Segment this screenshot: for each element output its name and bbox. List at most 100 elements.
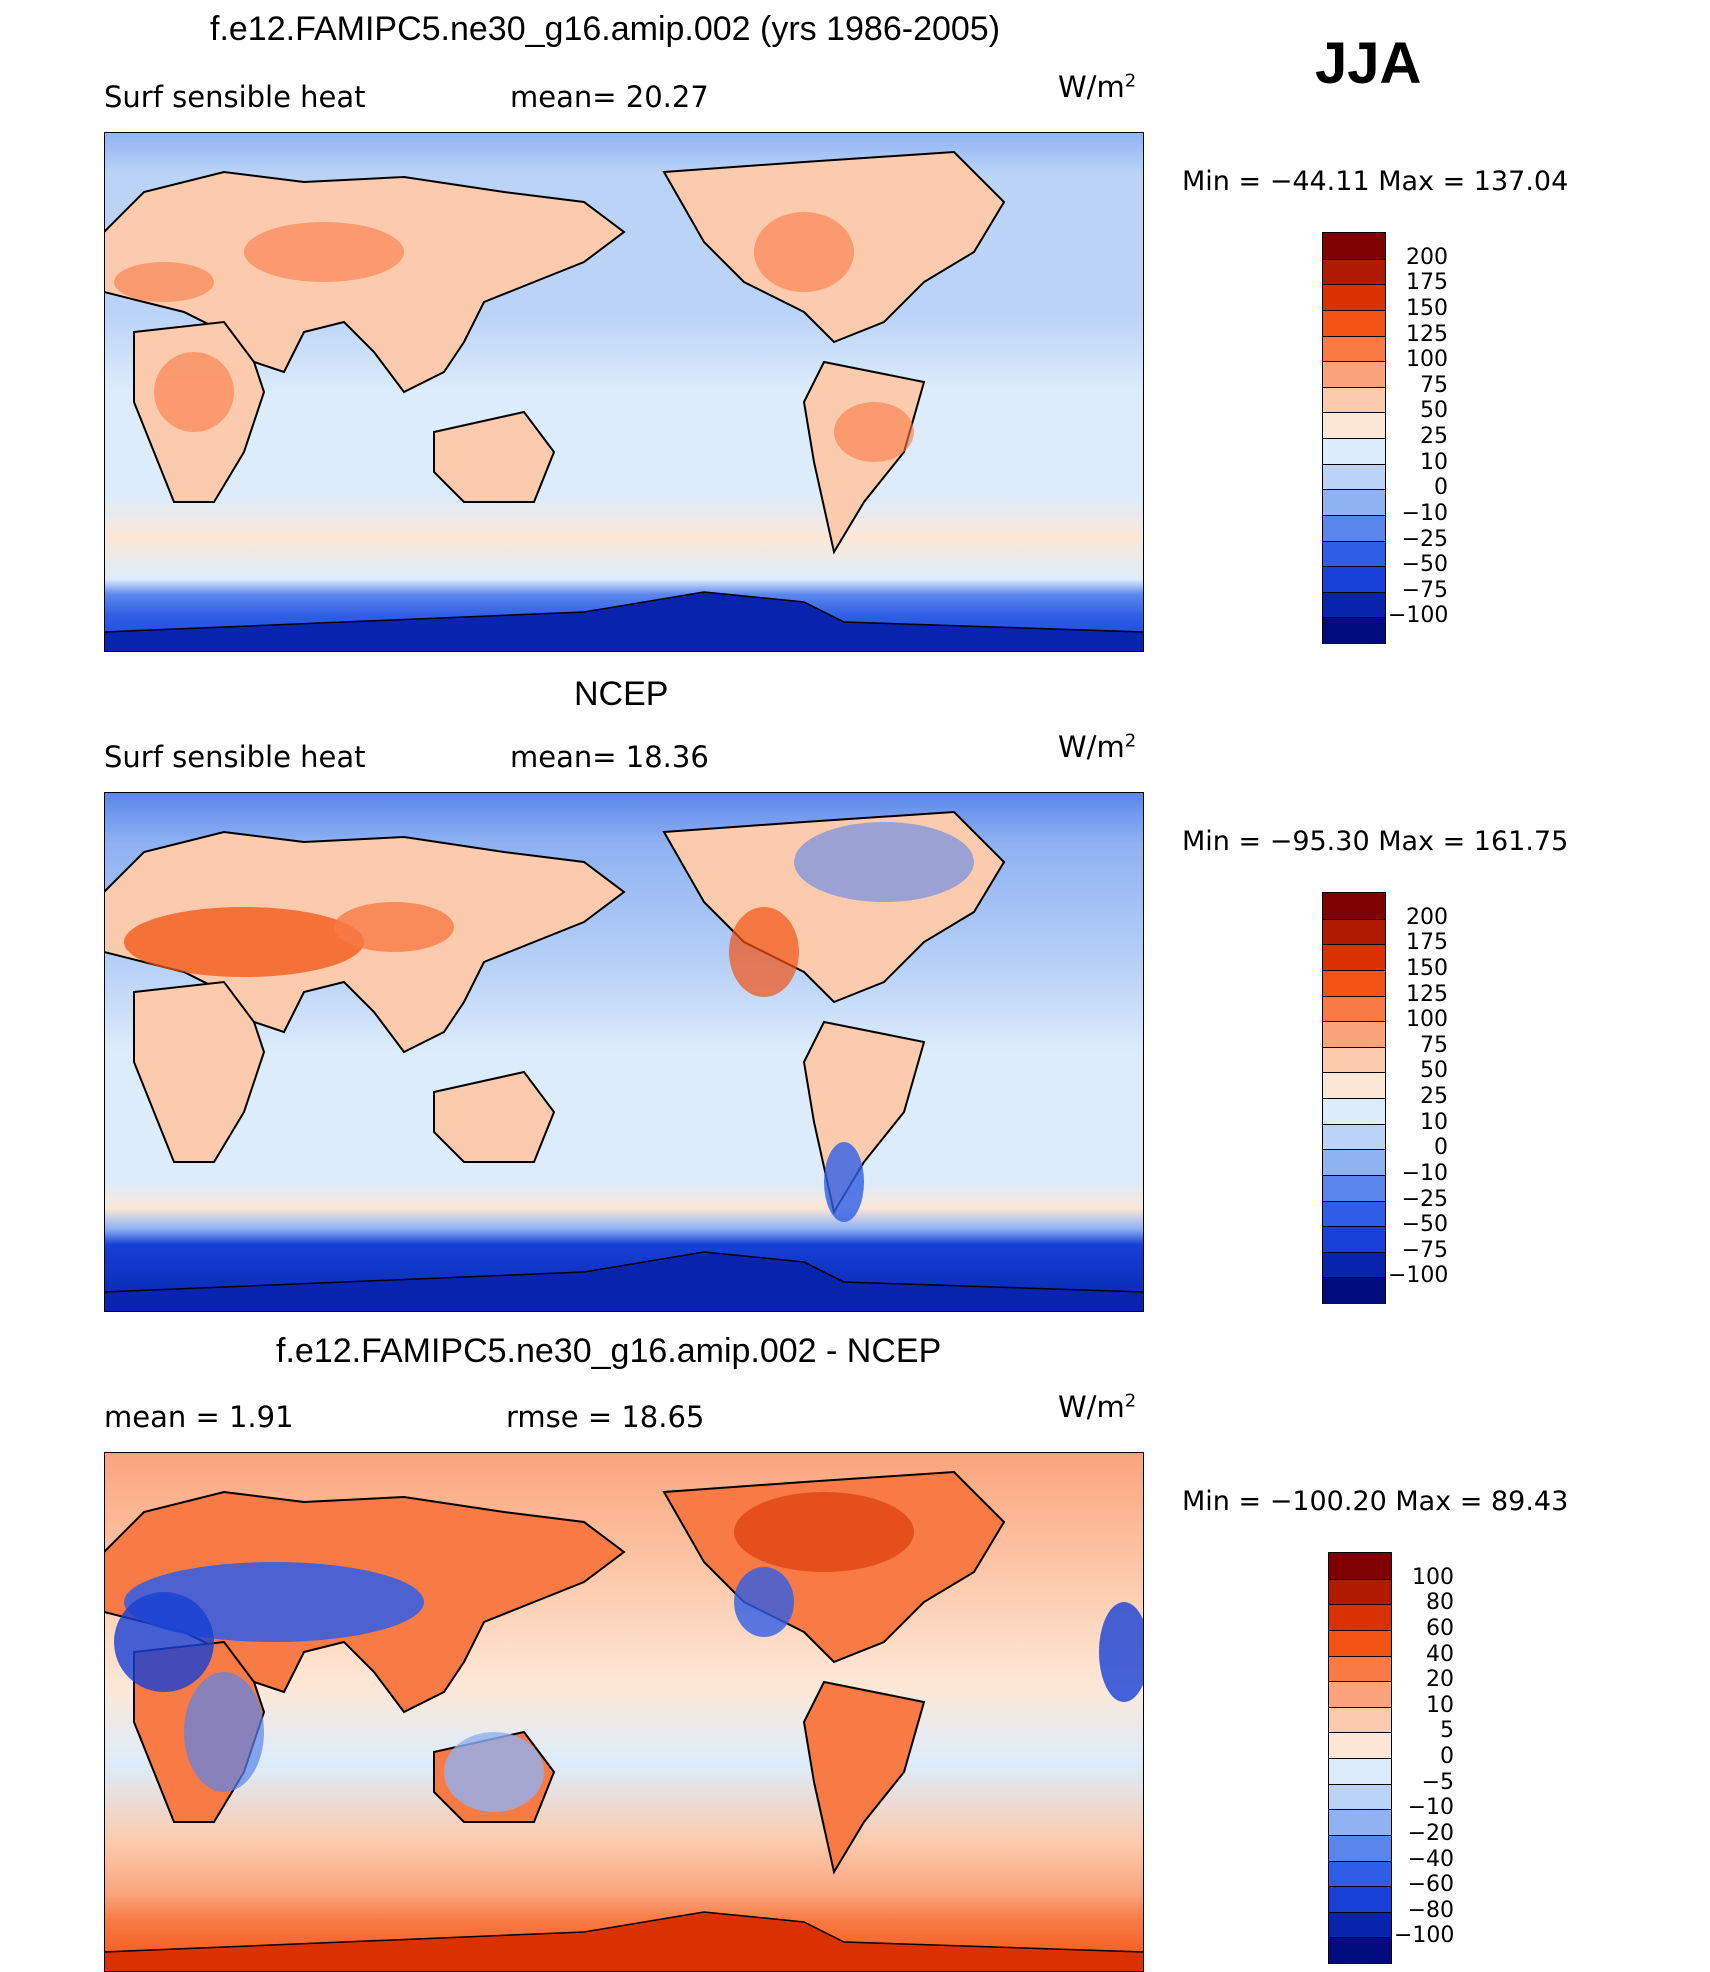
panel2-units-text: W/m <box>1058 730 1125 764</box>
colorbar-tick-label: 0 <box>1440 1744 1454 1769</box>
colorbar-swatch <box>1329 1706 1391 1733</box>
colorbar-tick-label: 50 <box>1420 398 1448 424</box>
colorbar-swatch <box>1329 1758 1391 1785</box>
colorbar-swatch <box>1323 591 1385 618</box>
colorbar-swatch <box>1329 1886 1391 1913</box>
colorbar-tick-label: 125 <box>1406 981 1448 1007</box>
colorbar-swatch <box>1323 1277 1385 1304</box>
panel1-title: f.e12.FAMIPC5.ne30_g16.amip.002 (yrs 198… <box>210 10 1001 48</box>
panel3-minmax: Min = −100.20 Max = 89.43 <box>1182 1486 1569 1517</box>
colorbar-tick-label: −100 <box>1394 1923 1455 1949</box>
panel1-units: W/m2 <box>1058 70 1136 104</box>
colorbar-swatch <box>1323 463 1385 490</box>
panel2-units: W/m2 <box>1058 730 1136 764</box>
colorbar-tick-label: −60 <box>1407 1872 1454 1898</box>
colorbar-swatch <box>1323 1251 1385 1278</box>
colorbar-tick-label: −100 <box>1388 603 1449 629</box>
colorbar-swatch <box>1323 438 1385 465</box>
panel2-map <box>104 792 1144 1312</box>
colorbar-tick-label: 0 <box>1434 1135 1448 1161</box>
panel1-mean-label: mean= 20.27 <box>510 80 709 114</box>
colorbar-tick-label: −10 <box>1401 500 1448 526</box>
panel2-minmax: Min = −95.30 Max = 161.75 <box>1182 826 1569 857</box>
colorbar-tick-label: −20 <box>1407 1820 1454 1846</box>
colorbar-swatch <box>1323 335 1385 362</box>
colorbar-tick-label: 50 <box>1420 1058 1448 1084</box>
panel3-units: W/m2 <box>1058 1390 1136 1424</box>
colorbar-swatch <box>1323 918 1385 945</box>
panel2-field-label: Surf sensible heat <box>104 740 366 774</box>
colorbar-tick-label: 40 <box>1426 1641 1454 1667</box>
panel3-colorbar <box>1328 1552 1392 1964</box>
colorbar-tick-label: 25 <box>1420 1084 1448 1109</box>
panel1-minmax: Min = −44.11 Max = 137.04 <box>1182 166 1569 197</box>
colorbar-tick-label: 10 <box>1420 1109 1448 1135</box>
colorbar-tick-label: 150 <box>1406 295 1448 321</box>
colorbar-swatch <box>1329 1937 1391 1964</box>
colorbar-tick-label: 100 <box>1412 1564 1454 1590</box>
colorbar-swatch <box>1323 489 1385 516</box>
panel3-south-america <box>802 1680 926 1875</box>
colorbar-tick-label: −5 <box>1421 1769 1454 1795</box>
colorbar-tick-label: 60 <box>1426 1615 1454 1641</box>
colorbar-tick-label: 10 <box>1420 449 1448 475</box>
colorbar-swatch <box>1323 258 1385 285</box>
panel3-rmse-label: rmse = 18.65 <box>506 1400 705 1434</box>
colorbar-swatch <box>1329 1629 1391 1656</box>
colorbar-tick-label: 0 <box>1434 475 1448 501</box>
colorbar-swatch <box>1323 540 1385 567</box>
colorbar-tick-label: 5 <box>1440 1718 1454 1744</box>
colorbar-swatch <box>1323 1123 1385 1150</box>
colorbar-tick-label: 75 <box>1420 1032 1448 1058</box>
panel2-australia <box>433 1070 556 1163</box>
panel1-australia <box>433 410 556 503</box>
panel2-antarctica <box>104 1251 1144 1312</box>
colorbar-tick-label: 175 <box>1406 270 1448 296</box>
colorbar-swatch <box>1323 514 1385 541</box>
colorbar-swatch <box>1323 1046 1385 1073</box>
panel1-map <box>104 132 1144 652</box>
colorbar-swatch <box>1323 361 1385 388</box>
panel2-anomaly-spots <box>124 822 974 1222</box>
colorbar-swatch <box>1323 995 1385 1022</box>
colorbar-swatch <box>1329 1809 1391 1836</box>
colorbar-swatch <box>1323 893 1385 920</box>
season-label: JJA <box>1315 31 1422 96</box>
colorbar-tick-label: −75 <box>1401 577 1448 603</box>
colorbar-swatch <box>1329 1783 1391 1810</box>
colorbar-tick-label: 200 <box>1406 904 1448 930</box>
colorbar-tick-label: −25 <box>1401 526 1448 552</box>
colorbar-tick-label: 25 <box>1420 424 1448 449</box>
colorbar-swatch <box>1323 1174 1385 1201</box>
colorbar-tick-label: −25 <box>1401 1186 1448 1212</box>
panel1-units-exp: 2 <box>1124 70 1137 92</box>
colorbar-tick-label: 100 <box>1406 347 1448 373</box>
colorbar-swatch <box>1329 1834 1391 1861</box>
colorbar-tick-label: 125 <box>1406 321 1448 347</box>
colorbar-tick-label: −50 <box>1401 1212 1448 1238</box>
colorbar-swatch <box>1323 412 1385 439</box>
panel1-field-label: Surf sensible heat <box>104 80 366 114</box>
panel2-mean-label: mean= 18.36 <box>510 740 709 774</box>
colorbar-tick-label: −80 <box>1407 1897 1454 1923</box>
colorbar-swatch <box>1329 1553 1391 1580</box>
colorbar-tick-label: −100 <box>1388 1263 1449 1289</box>
panel3-mean-label: mean = 1.91 <box>104 1400 294 1434</box>
colorbar-swatch <box>1323 617 1385 644</box>
colorbar-tick-label: 150 <box>1406 955 1448 981</box>
panel3-anomaly-spots <box>114 1492 1144 1812</box>
colorbar-tick-label: −10 <box>1407 1795 1454 1821</box>
panel2-africa <box>133 980 266 1163</box>
panel3-units-text: W/m <box>1058 1390 1125 1424</box>
colorbar-swatch <box>1323 233 1385 260</box>
colorbar-swatch <box>1323 944 1385 971</box>
panel1-antarctica <box>104 591 1144 652</box>
colorbar-swatch <box>1323 284 1385 311</box>
colorbar-tick-label: −10 <box>1401 1160 1448 1186</box>
colorbar-swatch <box>1323 386 1385 413</box>
panel2-units-exp: 2 <box>1124 730 1137 752</box>
colorbar-tick-label: 80 <box>1426 1590 1454 1616</box>
colorbar-swatch <box>1323 1021 1385 1048</box>
panel1-units-text: W/m <box>1058 70 1125 104</box>
colorbar-swatch <box>1323 1098 1385 1125</box>
